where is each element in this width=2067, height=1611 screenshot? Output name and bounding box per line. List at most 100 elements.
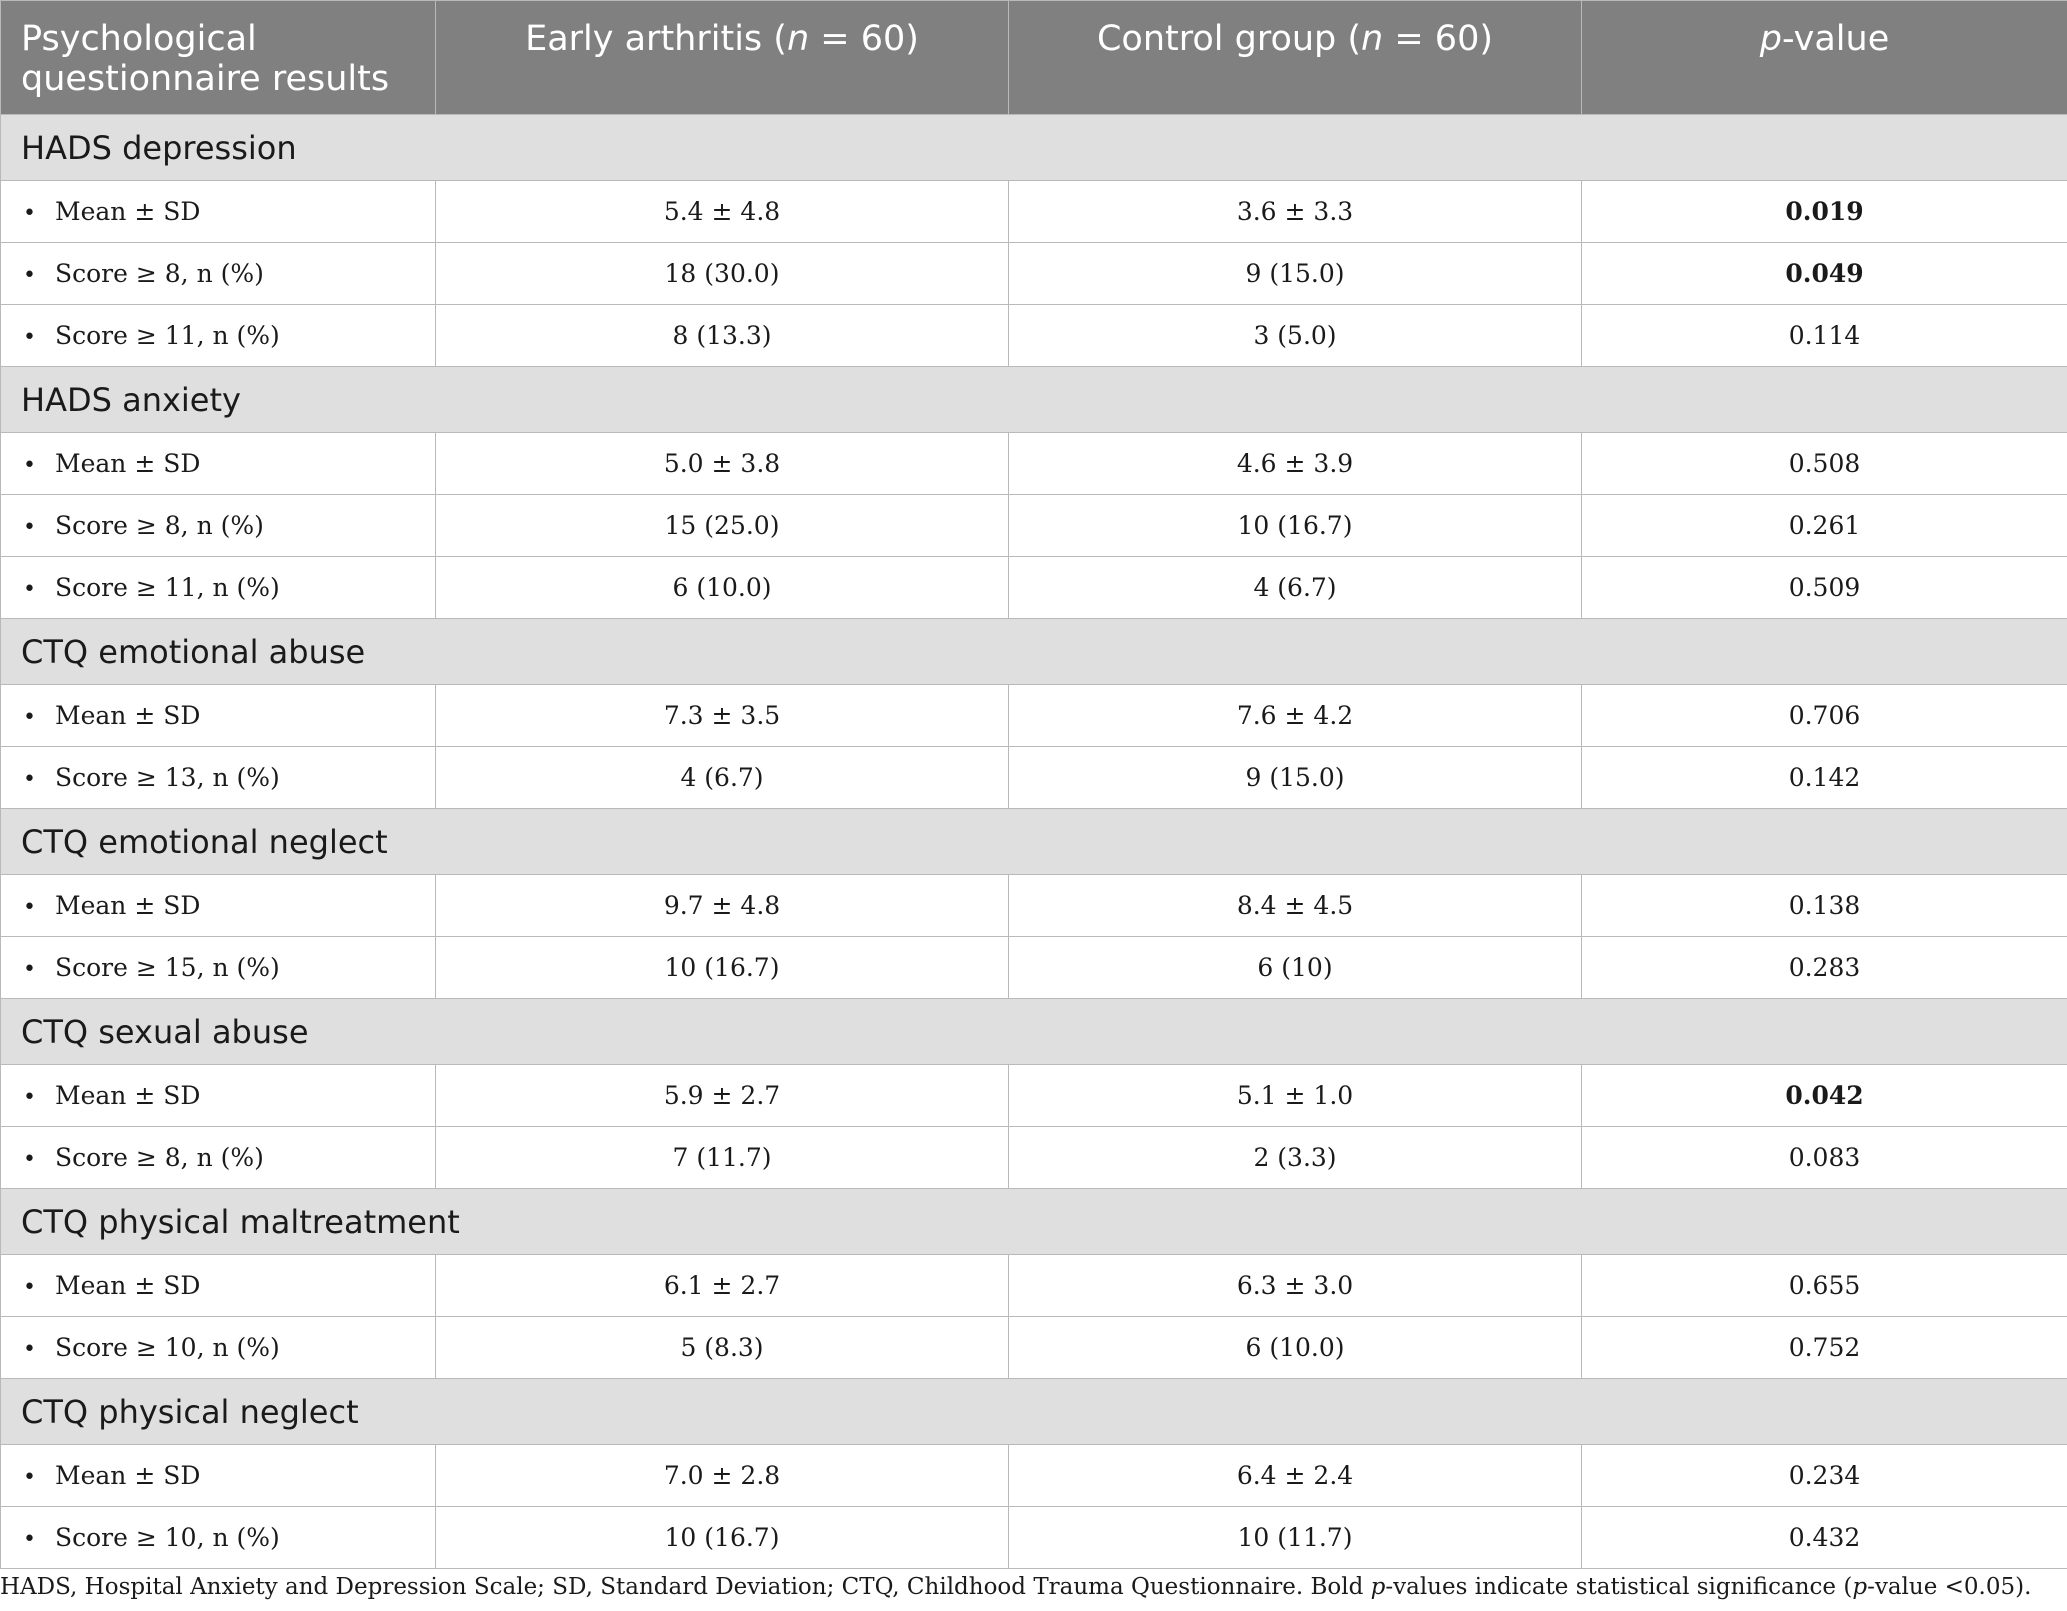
section-row: CTQ emotional neglect bbox=[0, 808, 2067, 875]
row-label-cell: • Score ≥ 11, n (%) bbox=[0, 304, 436, 367]
row-label: Mean ± SD bbox=[55, 1271, 201, 1300]
section-title: CTQ physical neglect bbox=[0, 1378, 2067, 1445]
section-title: HADS anxiety bbox=[0, 366, 2067, 433]
row-label-cell: • Mean ± SD bbox=[0, 1064, 436, 1127]
row-label-cell: • Mean ± SD bbox=[0, 874, 436, 937]
header-control-group: Control group (n = 60) bbox=[1008, 0, 1582, 115]
early-arthritis-value: 18 (30.0) bbox=[435, 242, 1009, 305]
p-value: 0.234 bbox=[1581, 1444, 2067, 1507]
row-label: Mean ± SD bbox=[55, 891, 201, 920]
p-value: 0.138 bbox=[1581, 874, 2067, 937]
section-title: HADS depression bbox=[0, 114, 2067, 181]
early-arthritis-value: 6 (10.0) bbox=[435, 556, 1009, 619]
row-label: Score ≥ 13, n (%) bbox=[55, 763, 280, 792]
row-label: Score ≥ 10, n (%) bbox=[55, 1523, 280, 1552]
row-label-cell: • Score ≥ 10, n (%) bbox=[0, 1316, 436, 1379]
p-value: 0.283 bbox=[1581, 936, 2067, 999]
control-group-value: 6 (10.0) bbox=[1008, 1316, 1582, 1379]
bullet-icon: • bbox=[23, 1465, 36, 1490]
section-title: CTQ physical maltreatment bbox=[0, 1188, 2067, 1255]
header-control-n: n bbox=[1361, 19, 1384, 59]
footnote-part3: -value <0.05). bbox=[1867, 1574, 2032, 1600]
row-label-cell: • Score ≥ 13, n (%) bbox=[0, 746, 436, 809]
header-p-value: p-value bbox=[1581, 0, 2067, 115]
bullet-icon: • bbox=[23, 577, 36, 602]
bullet-icon: • bbox=[23, 957, 36, 982]
control-group-value: 2 (3.3) bbox=[1008, 1126, 1582, 1189]
row-label-cell: • Mean ± SD bbox=[0, 180, 436, 243]
bullet-icon: • bbox=[23, 201, 36, 226]
table-row: • Score ≥ 10, n (%) 5 (8.3) 6 (10.0) 0.752 bbox=[0, 1316, 2067, 1379]
early-arthritis-value: 5.9 ± 2.7 bbox=[435, 1064, 1009, 1127]
table-row: • Score ≥ 11, n (%) 6 (10.0) 4 (6.7) 0.509 bbox=[0, 556, 2067, 619]
early-arthritis-value: 9.7 ± 4.8 bbox=[435, 874, 1009, 937]
table-row: • Score ≥ 15, n (%) 10 (16.7) 6 (10) 0.283 bbox=[0, 936, 2067, 999]
row-label-cell: • Score ≥ 8, n (%) bbox=[0, 494, 436, 557]
table-row: • Mean ± SD 5.9 ± 2.7 5.1 ± 1.0 0.042 bbox=[0, 1064, 2067, 1127]
control-group-value: 4.6 ± 3.9 bbox=[1008, 432, 1582, 495]
control-group-value: 6.4 ± 2.4 bbox=[1008, 1444, 1582, 1507]
p-value: 0.752 bbox=[1581, 1316, 2067, 1379]
control-group-value: 8.4 ± 4.5 bbox=[1008, 874, 1582, 937]
control-group-value: 6.3 ± 3.0 bbox=[1008, 1254, 1582, 1317]
p-value: 0.019 bbox=[1581, 180, 2067, 243]
p-value: 0.049 bbox=[1581, 242, 2067, 305]
p-value: 0.042 bbox=[1581, 1064, 2067, 1127]
bullet-icon: • bbox=[23, 895, 36, 920]
row-label: Score ≥ 8, n (%) bbox=[55, 511, 264, 540]
early-arthritis-value: 10 (16.7) bbox=[435, 936, 1009, 999]
row-label-cell: • Score ≥ 8, n (%) bbox=[0, 242, 436, 305]
section-row: CTQ emotional abuse bbox=[0, 618, 2067, 685]
bullet-icon: • bbox=[23, 263, 36, 288]
bullet-icon: • bbox=[23, 1275, 36, 1300]
footnote-part1: HADS, Hospital Anxiety and Depression Sc… bbox=[0, 1574, 1371, 1600]
section-row: CTQ physical maltreatment bbox=[0, 1188, 2067, 1255]
early-arthritis-value: 5 (8.3) bbox=[435, 1316, 1009, 1379]
footnote-p2: p bbox=[1852, 1574, 1868, 1600]
control-group-value: 10 (11.7) bbox=[1008, 1506, 1582, 1569]
control-group-value: 6 (10) bbox=[1008, 936, 1582, 999]
table-row: • Score ≥ 10, n (%) 10 (16.7) 10 (11.7) 0.43… bbox=[0, 1506, 2067, 1569]
p-value: 0.655 bbox=[1581, 1254, 2067, 1317]
section-row: HADS depression bbox=[0, 114, 2067, 181]
table-row: • Mean ± SD 9.7 ± 4.8 8.4 ± 4.5 0.138 bbox=[0, 874, 2067, 937]
table-row: • Mean ± SD 5.4 ± 4.8 3.6 ± 3.3 0.019 bbox=[0, 180, 2067, 243]
header-early-arthritis: Early arthritis (n = 60) bbox=[435, 0, 1009, 115]
row-label-cell: • Mean ± SD bbox=[0, 684, 436, 747]
control-group-value: 10 (16.7) bbox=[1008, 494, 1582, 557]
bullet-icon: • bbox=[23, 1527, 36, 1552]
bullet-icon: • bbox=[23, 705, 36, 730]
header-early-suffix: = 60) bbox=[809, 19, 919, 59]
section-title: CTQ sexual abuse bbox=[0, 998, 2067, 1065]
row-label: Score ≥ 8, n (%) bbox=[55, 1143, 264, 1172]
bullet-icon: • bbox=[23, 515, 36, 540]
section-row: HADS anxiety bbox=[0, 366, 2067, 433]
bullet-icon: • bbox=[23, 1337, 36, 1362]
row-label: Score ≥ 11, n (%) bbox=[55, 321, 280, 350]
table-row: • Score ≥ 11, n (%) 8 (13.3) 3 (5.0) 0.114 bbox=[0, 304, 2067, 367]
table-row: • Mean ± SD 5.0 ± 3.8 4.6 ± 3.9 0.508 bbox=[0, 432, 2067, 495]
row-label-cell: • Score ≥ 10, n (%) bbox=[0, 1506, 436, 1569]
bullet-icon: • bbox=[23, 453, 36, 478]
table-row: • Score ≥ 13, n (%) 4 (6.7) 9 (15.0) 0.142 bbox=[0, 746, 2067, 809]
row-label-cell: • Score ≥ 11, n (%) bbox=[0, 556, 436, 619]
bullet-icon: • bbox=[23, 767, 36, 792]
p-value: 0.509 bbox=[1581, 556, 2067, 619]
control-group-value: 9 (15.0) bbox=[1008, 242, 1582, 305]
p-value: 0.114 bbox=[1581, 304, 2067, 367]
p-value: 0.142 bbox=[1581, 746, 2067, 809]
p-value: 0.706 bbox=[1581, 684, 2067, 747]
row-label-cell: • Mean ± SD bbox=[0, 1444, 436, 1507]
bullet-icon: • bbox=[23, 1147, 36, 1172]
control-group-value: 7.6 ± 4.2 bbox=[1008, 684, 1582, 747]
table-body: HADS depression • Mean ± SD 5.4 ± 4.8 3.6 ± … bbox=[0, 114, 2067, 1569]
early-arthritis-value: 15 (25.0) bbox=[435, 494, 1009, 557]
p-value: 0.261 bbox=[1581, 494, 2067, 557]
row-label: Score ≥ 10, n (%) bbox=[55, 1333, 280, 1362]
header-control-suffix: = 60) bbox=[1383, 19, 1494, 59]
early-arthritis-value: 5.4 ± 4.8 bbox=[435, 180, 1009, 243]
row-label: Score ≥ 11, n (%) bbox=[55, 573, 280, 602]
early-arthritis-value: 5.0 ± 3.8 bbox=[435, 432, 1009, 495]
footnote-part2: -values indicate statistical significanc… bbox=[1385, 1574, 1853, 1600]
table-row: • Mean ± SD 6.1 ± 2.7 6.3 ± 3.0 0.655 bbox=[0, 1254, 2067, 1317]
